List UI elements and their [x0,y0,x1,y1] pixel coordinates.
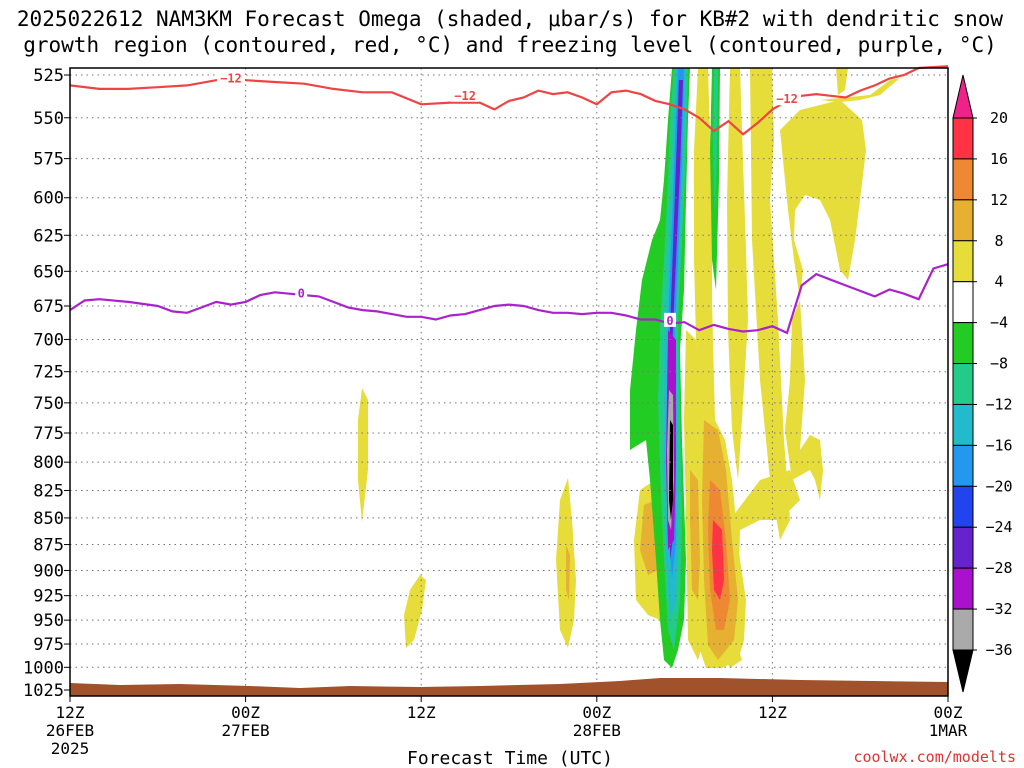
colorbar-label: −28 [985,559,1012,577]
y-tick-label: 900 [33,561,64,581]
x-tick-label: 00Z [582,703,611,722]
y-tick-label: 650 [33,262,64,282]
colorbar-label: 8 [994,232,1003,250]
colorbar-band [952,403,974,446]
x-tick-label: 00Z [934,703,963,722]
ground-surface [70,678,948,696]
x-tick-label: 2025 [51,739,90,758]
credit-text: coolwx.com/modelts [853,748,1016,766]
x-tick-label: 26FEB [46,721,94,740]
colorbar-label: −24 [985,518,1012,536]
contour-label: 0 [666,314,673,328]
plot-area: −12 −12 −12 0 0 [69,65,949,697]
colorbar-label: 4 [994,273,1003,291]
contour-line-0 [69,263,949,335]
colorbar-label: −16 [985,436,1012,454]
contour-label: −12 [220,71,242,85]
colorbar-label: 20 [990,109,1008,127]
contour-lines: −12 −12 −12 0 0 [69,65,949,335]
colorbar-label: 16 [990,150,1008,168]
y-tick-label: 875 [33,536,64,556]
x-tick-label: 12Z [56,703,85,722]
y-tick-label: 925 [33,587,64,607]
colorbar-band [952,526,974,569]
y-tick-label: 675 [33,297,64,317]
colorbar-label: −8 [990,355,1008,373]
chart-title-line-2: growth region (contoured, red, °C) and f… [23,33,997,57]
x-tick-label: 1MAR [929,721,968,740]
contour-label: −12 [776,92,798,106]
y-tick-label: 825 [33,481,64,501]
y-tick-label: 750 [33,394,64,414]
colorbar-bottom-arrow [952,649,974,693]
y-tick-label: 525 [33,66,64,86]
colorbar-band [952,199,974,242]
x-tick-label: 12Z [758,703,787,722]
colorbar-band [952,363,974,405]
contour-label: −12 [454,89,476,103]
colorbar-band [952,322,974,365]
colorbar-top-arrow [952,74,974,119]
x-tick-label: 28FEB [573,721,621,740]
colorbar-band [952,444,974,487]
y-tick-label: 800 [33,453,64,473]
colorbar: 20 16 12 8 4 −4 −8 −12 −16 −20 −24 −28 −32 −36 [952,74,1013,693]
y-tick-label: 775 [33,424,64,444]
y-tick-label: 975 [33,635,64,655]
x-axis-title: Forecast Time (UTC) [407,748,613,768]
colorbar-label: −20 [985,477,1012,495]
x-tick-label: 00Z [231,703,260,722]
y-tick-label: 725 [33,363,64,383]
y-tick-label: 950 [33,611,64,631]
colorbar-label: 12 [990,191,1008,209]
contour-label-bg [216,70,245,85]
contour-label-bg [773,91,802,106]
y-tick-label: 550 [33,109,64,129]
colorbar-band [952,158,974,201]
colorbar-label: −36 [985,641,1012,659]
colorbar-label: −4 [990,314,1008,332]
y-tick-label: 575 [33,150,64,170]
colorbar-band [952,485,974,528]
x-tick-label: 27FEB [222,721,270,740]
y-axis-ticks: 525 550 575 600 625 650 675 700 725 750 775 800 825 8… [23,66,70,701]
y-tick-label: 850 [33,509,64,529]
colorbar-band [952,567,974,610]
colorbar-band [952,608,974,651]
y-tick-label: 600 [33,189,64,209]
colorbar-band [952,281,974,324]
colorbar-label: −12 [985,395,1012,413]
contour-line-m12 [69,65,949,136]
chart-title-line-1: 2025022612 NAM3KM Forecast Omega (shaded… [17,7,1004,31]
colorbar-band [952,117,974,160]
y-tick-label: 1000 [23,658,64,678]
y-tick-label: 1025 [23,681,64,701]
omega-shading [358,68,900,668]
contour-label-bg [295,285,308,300]
plot-frame [69,67,949,697]
x-tick-label: 12Z [407,703,436,722]
colorbar-band [952,240,974,283]
contour-label: 0 [298,287,305,301]
y-tick-label: 625 [33,226,64,246]
y-tick-label: 700 [33,330,64,350]
contour-label-bg [451,87,480,102]
contour-label-bg [663,312,676,327]
colorbar-label: −32 [985,600,1012,618]
